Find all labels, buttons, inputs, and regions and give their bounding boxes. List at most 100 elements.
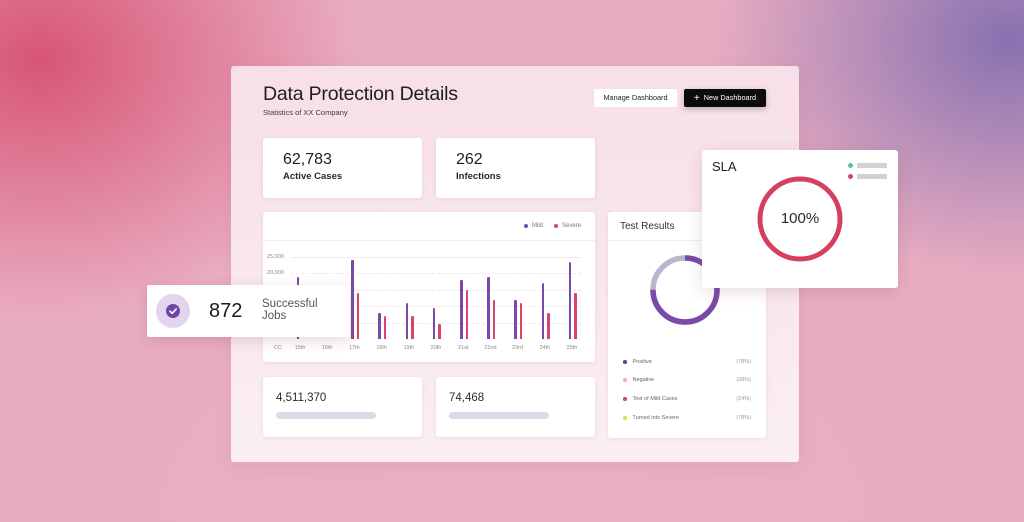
stat-value: 62,783 [283,151,332,168]
chart-header-divider [263,240,595,241]
bar-mild[interactable] [541,283,545,339]
x-tick-label: 16th [321,345,333,351]
test-results-title: Test Results [620,221,675,232]
mini-stat-value: 74,468 [449,392,485,404]
legend-dot-icon [623,416,627,420]
plus-icon: + [693,93,700,104]
legend-mild: Mild [524,223,543,229]
mini-stat-value: 4,511,370 [276,392,327,404]
bar-severe[interactable] [438,324,441,339]
legend-label: Turned into Severe [632,415,680,421]
legend-dot-icon [848,174,853,179]
y-tick-label: 25,000 [267,254,284,260]
bar-severe[interactable] [574,293,577,339]
bar-mild[interactable] [351,260,354,339]
legend-negative: Negative (38%) [623,377,751,383]
bar-mild[interactable] [487,276,490,339]
gridline [291,273,581,274]
stat-card-infections[interactable]: 262 Infections [436,138,595,198]
legend-label: Positive [632,359,652,365]
successful-jobs-count: 872 [209,300,243,322]
bar-mild[interactable] [568,261,572,339]
legend-dot-icon [623,360,627,364]
legend-value: (78%) [736,415,751,421]
x-tick-label: 21st [457,345,469,351]
bar-mild[interactable] [514,299,517,339]
successful-jobs-card: 872 Successful Jobs [147,285,350,337]
gridline [291,290,581,291]
legend-dot-icon [554,224,558,228]
legend-positive: Positive (78%) [623,359,751,365]
x-tick-label: 18th [376,345,387,351]
legend-label: Mild [532,223,544,229]
bar-severe[interactable] [547,312,550,339]
sla-value: 100% [780,210,820,227]
page-subtitle: Statistics of XX Company [263,108,348,117]
legend-dot-icon [848,163,853,168]
legend-value: (38%) [736,377,751,383]
x-tick-label: 23rd [512,345,524,351]
legend-dot-icon [524,224,528,228]
legend-placeholder [857,174,887,179]
mini-stat-card-1[interactable]: 4,511,370 [263,377,422,437]
bar-severe[interactable] [465,289,469,339]
check-circle-icon [156,294,190,328]
test-results-donut-chart [650,255,720,325]
x-tick-label: 24th [539,345,551,351]
manage-dashboard-button[interactable]: Manage Dashboard [594,89,677,107]
x-tick-label: 20th [430,345,442,351]
bar-mild[interactable] [378,312,381,339]
page-title: Data Protection Details [263,83,458,105]
gridline [291,306,581,307]
bar-mild[interactable] [432,307,436,339]
legend-turned-severe: Turned into Severe (78%) [623,415,751,421]
bar-mild[interactable] [405,302,409,339]
sla-legend-item [848,163,887,168]
bar-severe[interactable] [383,316,387,339]
legend-label: Negative [632,377,655,383]
sla-legend-item [848,174,887,179]
donut-positive-arc [650,255,720,325]
legend-severe: Severe [554,223,581,229]
legend-placeholder [857,163,887,168]
new-dashboard-label: New Dashboard [703,93,757,102]
x-tick-label: 15th [294,345,306,351]
cases-bar-chart: Mild Severe 25,000 20,000 CC 15th 16th 17t… [263,212,595,362]
legend-label: Test of Mild Cases [632,396,678,402]
bar-severe[interactable] [356,293,360,339]
x-tick-label: 25th [566,345,578,351]
successful-jobs-label: Successful Jobs [262,298,318,322]
sla-title: SLA [712,159,737,174]
legend-value: (24%) [736,396,751,402]
x-tick-label: 22nd [484,345,497,351]
legend-label: Severe [562,223,582,229]
legend-mild-cases: Test of Mild Cases (24%) [623,396,751,402]
bar-severe[interactable] [411,316,414,339]
check-icon [169,308,177,315]
x-tick-label: 19th [403,345,415,351]
test-results-card: Test Results Positive (78%) Negative (38… [608,212,766,438]
stat-label: Infections [456,171,501,182]
stat-value: 262 [456,151,483,168]
x-tick-label: 17th [349,345,360,351]
stat-label: Active Cases [283,171,343,182]
legend-dot-icon [623,397,627,401]
bar-severe[interactable] [492,299,496,339]
x-origin-label: CC [274,345,282,351]
sla-card: SLA 100% [702,150,898,288]
sla-ring [757,176,843,262]
gridline [291,257,581,258]
y-tick-label: 20,000 [267,270,284,276]
bar-severe[interactable] [519,302,523,339]
progress-bar [276,412,376,419]
new-dashboard-button[interactable]: + New Dashboard [684,89,766,107]
gridline [291,323,581,324]
legend-value: (78%) [736,359,751,365]
sla-ring-chart [757,176,843,262]
mini-stat-card-2[interactable]: 74,468 [436,377,595,437]
bar-mild[interactable] [460,279,463,339]
stat-card-active-cases[interactable]: 62,783 Active Cases [263,138,422,198]
test-results-divider [608,240,766,241]
progress-bar [449,412,549,419]
legend-dot-icon [623,378,627,382]
